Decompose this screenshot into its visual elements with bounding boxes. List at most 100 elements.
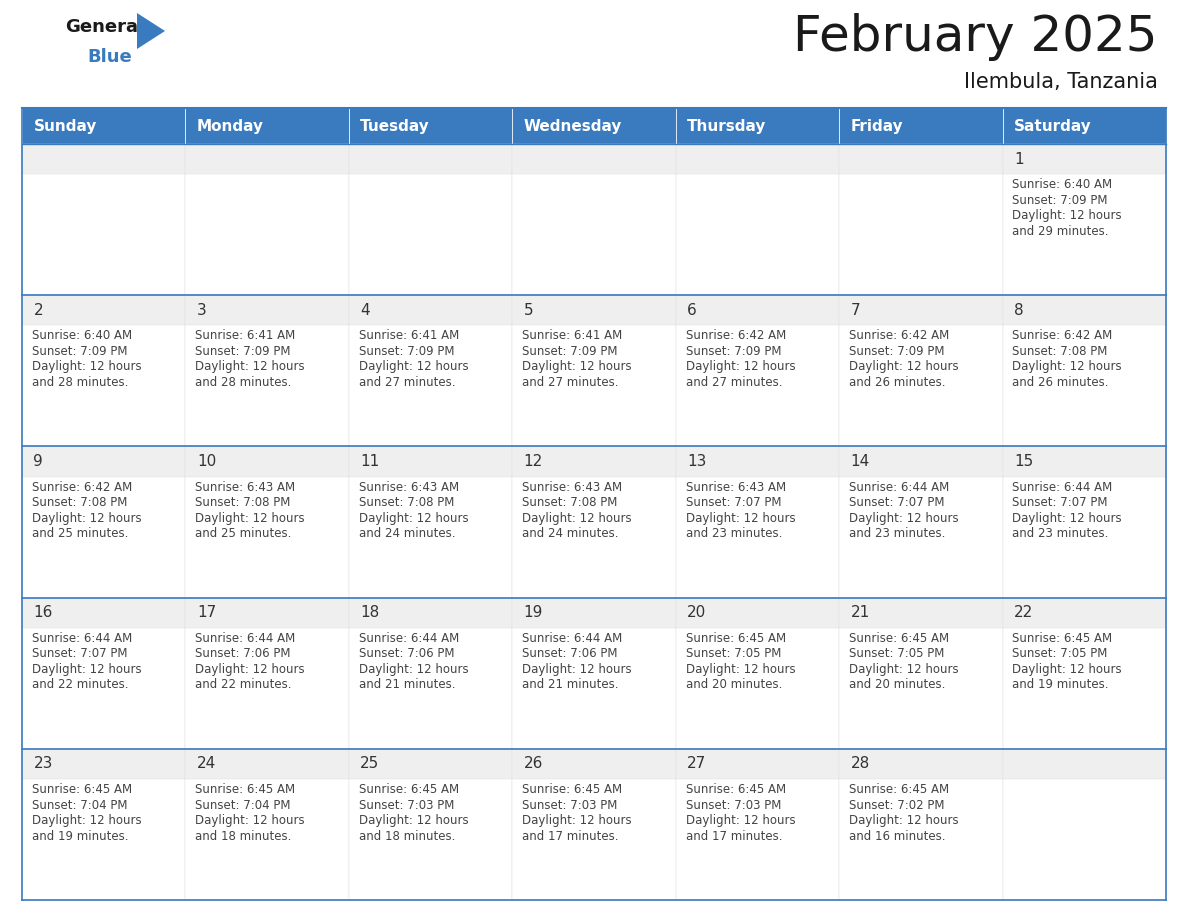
Text: and 19 minutes.: and 19 minutes. [1012, 678, 1108, 691]
Bar [676, 144, 839, 174]
Bar [676, 598, 839, 628]
Text: 19: 19 [524, 605, 543, 621]
Text: Sunrise: 6:41 AM: Sunrise: 6:41 AM [359, 330, 459, 342]
Bar [349, 749, 512, 779]
Bar [512, 598, 676, 749]
Bar [1003, 144, 1165, 174]
Text: and 18 minutes.: and 18 minutes. [195, 830, 291, 843]
Text: Wednesday: Wednesday [524, 118, 623, 133]
Text: 16: 16 [33, 605, 52, 621]
Bar [349, 296, 512, 326]
Text: 8: 8 [1015, 303, 1024, 318]
Text: 11: 11 [360, 454, 379, 469]
Bar [676, 296, 839, 326]
Text: Blue: Blue [87, 48, 132, 66]
Bar [676, 749, 839, 900]
Bar [185, 749, 349, 900]
Text: February 2025: February 2025 [794, 13, 1158, 61]
Text: 20: 20 [687, 605, 707, 621]
Text: and 20 minutes.: and 20 minutes. [849, 678, 946, 691]
Bar [512, 446, 676, 598]
Text: Daylight: 12 hours: Daylight: 12 hours [359, 511, 468, 525]
Bar [839, 144, 1003, 296]
Text: 9: 9 [33, 454, 43, 469]
Text: 14: 14 [851, 454, 870, 469]
Text: Monday: Monday [197, 118, 264, 133]
Bar [1003, 749, 1165, 900]
Text: Sunset: 7:09 PM: Sunset: 7:09 PM [359, 345, 454, 358]
Bar [185, 144, 349, 174]
Text: and 21 minutes.: and 21 minutes. [522, 678, 619, 691]
Bar [23, 144, 185, 174]
Text: Sunrise: 6:42 AM: Sunrise: 6:42 AM [685, 330, 785, 342]
Text: Sunset: 7:08 PM: Sunset: 7:08 PM [522, 496, 618, 509]
Bar [349, 749, 512, 900]
Bar [23, 296, 185, 326]
Bar [839, 108, 1003, 144]
Text: Sunrise: 6:45 AM: Sunrise: 6:45 AM [359, 783, 459, 796]
Text: Daylight: 12 hours: Daylight: 12 hours [359, 361, 468, 374]
Text: Daylight: 12 hours: Daylight: 12 hours [359, 814, 468, 827]
Text: Daylight: 12 hours: Daylight: 12 hours [685, 663, 795, 676]
Text: Ilembula, Tanzania: Ilembula, Tanzania [965, 72, 1158, 92]
Text: Sunset: 7:07 PM: Sunset: 7:07 PM [849, 496, 944, 509]
Bar [676, 446, 839, 476]
Text: Sunrise: 6:44 AM: Sunrise: 6:44 AM [32, 632, 132, 644]
Text: Sunrise: 6:44 AM: Sunrise: 6:44 AM [359, 632, 459, 644]
Text: Sunset: 7:09 PM: Sunset: 7:09 PM [849, 345, 944, 358]
Bar [23, 446, 185, 598]
Bar [349, 446, 512, 476]
Text: Sunrise: 6:44 AM: Sunrise: 6:44 AM [849, 481, 949, 494]
Text: Daylight: 12 hours: Daylight: 12 hours [849, 511, 959, 525]
Text: Sunrise: 6:43 AM: Sunrise: 6:43 AM [522, 481, 623, 494]
Text: and 17 minutes.: and 17 minutes. [522, 830, 619, 843]
Text: Friday: Friday [851, 118, 903, 133]
Bar [839, 749, 1003, 900]
Bar [23, 598, 185, 628]
Bar [676, 296, 839, 446]
Text: and 29 minutes.: and 29 minutes. [1012, 225, 1108, 238]
Text: Sunrise: 6:44 AM: Sunrise: 6:44 AM [195, 632, 296, 644]
Text: and 27 minutes.: and 27 minutes. [522, 376, 619, 389]
Text: and 21 minutes.: and 21 minutes. [359, 678, 455, 691]
Text: 5: 5 [524, 303, 533, 318]
Text: Sunset: 7:02 PM: Sunset: 7:02 PM [849, 799, 944, 812]
Text: Daylight: 12 hours: Daylight: 12 hours [195, 663, 305, 676]
Text: Sunrise: 6:44 AM: Sunrise: 6:44 AM [1012, 481, 1113, 494]
Bar [23, 296, 185, 446]
Bar [676, 598, 839, 749]
Bar [512, 144, 676, 174]
Text: 12: 12 [524, 454, 543, 469]
Bar [185, 108, 349, 144]
Text: Daylight: 12 hours: Daylight: 12 hours [1012, 663, 1121, 676]
Text: Sunset: 7:08 PM: Sunset: 7:08 PM [359, 496, 454, 509]
Bar [676, 749, 839, 779]
Text: 27: 27 [687, 756, 707, 771]
Text: Daylight: 12 hours: Daylight: 12 hours [849, 814, 959, 827]
Bar [23, 144, 185, 296]
Text: 21: 21 [851, 605, 870, 621]
Text: and 19 minutes.: and 19 minutes. [32, 830, 128, 843]
Text: and 18 minutes.: and 18 minutes. [359, 830, 455, 843]
Text: Sunrise: 6:45 AM: Sunrise: 6:45 AM [685, 632, 785, 644]
Bar [23, 749, 185, 779]
Text: and 22 minutes.: and 22 minutes. [195, 678, 292, 691]
Bar [1003, 296, 1165, 326]
Text: Sunset: 7:05 PM: Sunset: 7:05 PM [849, 647, 944, 660]
Bar [512, 749, 676, 900]
Text: and 27 minutes.: and 27 minutes. [359, 376, 455, 389]
Text: Sunrise: 6:40 AM: Sunrise: 6:40 AM [1012, 178, 1112, 191]
Text: and 27 minutes.: and 27 minutes. [685, 376, 782, 389]
Text: Sunrise: 6:45 AM: Sunrise: 6:45 AM [195, 783, 296, 796]
Text: 4: 4 [360, 303, 369, 318]
Text: Daylight: 12 hours: Daylight: 12 hours [32, 511, 141, 525]
Bar [23, 749, 185, 900]
Text: and 24 minutes.: and 24 minutes. [522, 527, 619, 540]
Bar [1003, 108, 1165, 144]
Text: Sunrise: 6:45 AM: Sunrise: 6:45 AM [1012, 632, 1112, 644]
Text: Sunset: 7:08 PM: Sunset: 7:08 PM [195, 496, 291, 509]
Text: Daylight: 12 hours: Daylight: 12 hours [32, 663, 141, 676]
Text: 10: 10 [197, 454, 216, 469]
Text: Daylight: 12 hours: Daylight: 12 hours [195, 361, 305, 374]
Text: Sunset: 7:09 PM: Sunset: 7:09 PM [1012, 194, 1108, 207]
